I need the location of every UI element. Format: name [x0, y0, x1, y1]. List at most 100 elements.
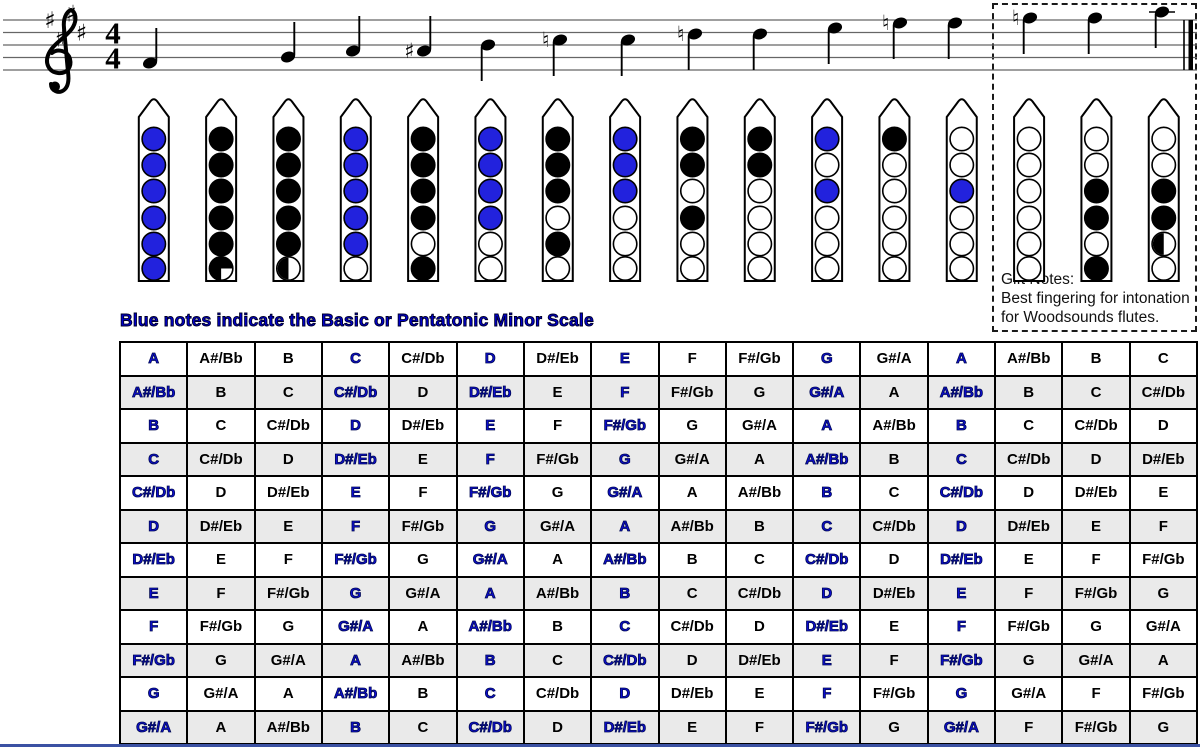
scale-note-cell-blue: D [590, 676, 660, 712]
open-hole [881, 152, 907, 178]
scale-note-cell-blue: D [455, 341, 525, 377]
staff-note: ♮ [542, 28, 568, 76]
closed-hole [545, 231, 571, 257]
scale-note-cell-blue: C [792, 508, 862, 544]
note-head [280, 51, 296, 63]
scale-note-cell-blue: E [118, 575, 189, 611]
scale-note-cell: F#/Gb [186, 609, 256, 645]
closed-hole [410, 126, 436, 152]
scale-note-cell: C#/Db [1061, 408, 1131, 444]
open-hole [477, 255, 503, 281]
scale-note-cell: D#/Eb [253, 475, 323, 511]
scale-note-cell-blue: G [590, 441, 660, 477]
table-row: G G#/A A A#/Bb B C C#/Db D D#/Eb E F F#/Gb G G#/A F F#/… [118, 676, 1199, 712]
closed-hole [208, 126, 234, 152]
scale-note-cell: G#/A [1061, 642, 1131, 678]
scale-note-cell: D#/Eb [859, 575, 929, 611]
blue-hole [343, 231, 369, 257]
scale-note-cell: E [522, 374, 593, 410]
staff-note: ♮ [1012, 6, 1038, 54]
open-hole [1151, 255, 1177, 281]
closed-hole [747, 152, 773, 178]
scale-note-cell: G [1128, 709, 1199, 745]
scale-note-cell: F#/Gb [1128, 676, 1199, 712]
pentatonic-legend: Blue notes indicate the Basic or Pentato… [120, 310, 595, 331]
open-hole [747, 255, 773, 281]
scale-note-cell-blue: G#/A [590, 475, 660, 511]
scale-note-cell-blue: F#/Gb [792, 709, 862, 745]
open-hole [747, 231, 773, 257]
scale-note-cell: C [186, 408, 256, 444]
quarter-open-wedge [221, 268, 233, 280]
closed-hole [208, 178, 234, 204]
scale-note-cell: A [253, 676, 323, 712]
closed-hole [679, 205, 705, 231]
scale-note-cell-blue: E [320, 475, 391, 511]
blue-hole [141, 152, 167, 178]
open-hole [612, 205, 638, 231]
open-hole [881, 205, 907, 231]
treble-clef-icon [50, 81, 60, 92]
scale-note-cell-blue: A [320, 642, 391, 678]
scale-note-cell: A#/Bb [859, 408, 929, 444]
table-row: E F F#/Gb G G#/A A A#/Bb B C C#/Db D D#/Eb E F F#/Gb G [118, 575, 1199, 611]
scale-note-cell: B [388, 676, 458, 712]
scale-note-cell: G#/A [253, 642, 323, 678]
note-head [480, 39, 496, 51]
scale-note-cell-blue: G [320, 575, 391, 611]
closed-hole [1151, 178, 1177, 204]
closed-hole [679, 126, 705, 152]
half-closed-wedge [1152, 233, 1164, 255]
scale-note-cell-blue: F [320, 508, 391, 544]
fingering-diagram [945, 98, 978, 282]
scale-note-cell-blue: G [118, 676, 189, 712]
table-row: C#/Db D D#/Eb E F F#/Gb G G#/A A A#/Bb B C C#/Db D D#/… [118, 475, 1199, 511]
open-hole [410, 231, 436, 257]
scale-note-cell: F [388, 475, 458, 511]
scale-note-cell-blue: D#/Eb [320, 441, 391, 477]
scale-note-cell-blue: A#/Bb [455, 609, 525, 645]
open-hole [949, 152, 975, 178]
scale-note-cell: F [859, 642, 929, 678]
scale-note-cell: F [253, 542, 323, 578]
blue-hole [343, 126, 369, 152]
scale-note-cell-blue: C#/Db [792, 542, 862, 578]
bottom-edge-strip [0, 744, 1200, 747]
open-hole [1083, 231, 1109, 257]
open-hole [679, 178, 705, 204]
scale-note-cell: A [522, 542, 593, 578]
closed-hole [1083, 205, 1109, 231]
scale-note-cell-blue: G#/A [792, 374, 862, 410]
scale-note-cell: E [1128, 475, 1199, 511]
closed-hole [1083, 255, 1109, 281]
scale-note-cell: D [1061, 441, 1131, 477]
scale-note-cell: C [522, 642, 593, 678]
scale-note-cell: C#/Db [724, 575, 795, 611]
staff-note: ♮ [677, 22, 703, 70]
closed-hole [410, 205, 436, 231]
scale-note-cell: G#/A [994, 676, 1064, 712]
open-hole [881, 255, 907, 281]
blue-hole [141, 178, 167, 204]
scale-note-cell: C [994, 408, 1064, 444]
fingering-diagram [743, 98, 776, 282]
closed-hole [545, 152, 571, 178]
closed-hole [679, 152, 705, 178]
scale-note-cell: C#/Db [186, 441, 256, 477]
open-hole [1016, 178, 1042, 204]
open-hole [1016, 126, 1042, 152]
scale-note-cell: G [1128, 575, 1199, 611]
scale-note-cell: E [724, 676, 795, 712]
note-head [752, 28, 768, 40]
staff-note [620, 34, 636, 76]
scale-note-cell: B [253, 341, 323, 377]
scale-note-cell-blue: F#/Gb [118, 642, 189, 678]
scale-note-cell-blue: F [118, 609, 189, 645]
scale-note-cell: G [994, 642, 1064, 678]
table-row: A#/Bb B C C#/Db D D#/Eb E F F#/Gb G G#/A A A#/Bb B C C#… [118, 374, 1199, 410]
closed-hole [208, 152, 234, 178]
scale-note-cell-blue: A [792, 408, 862, 444]
note-head [827, 22, 843, 34]
staff-note [480, 39, 496, 81]
note-head [416, 45, 432, 57]
